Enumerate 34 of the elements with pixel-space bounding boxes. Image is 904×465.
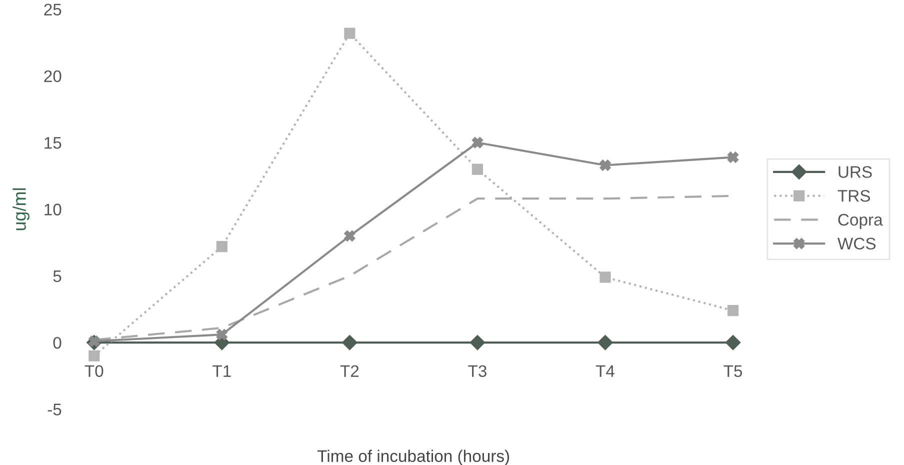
x-tick-label: T2 xyxy=(340,365,359,377)
legend-label: WCS xyxy=(837,238,876,250)
point xyxy=(598,334,613,350)
y-tick-label: -5 xyxy=(48,404,62,416)
legend-label: TRS xyxy=(838,190,870,202)
point xyxy=(600,160,611,171)
y-tick-label: 20 xyxy=(44,70,62,82)
point xyxy=(727,152,739,163)
point xyxy=(344,28,356,39)
point xyxy=(725,334,741,350)
legend-label: URS xyxy=(838,166,872,178)
y-tick-label: 10 xyxy=(44,204,62,216)
x-tick-label: T3 xyxy=(468,365,486,378)
legend-label: Copra xyxy=(838,214,883,229)
point xyxy=(470,334,486,350)
x-tick-label: T1 xyxy=(212,365,231,377)
x-axis-title: Time of incubation (hours) xyxy=(317,450,510,465)
point xyxy=(216,241,228,252)
point xyxy=(727,305,739,316)
y-axis-title: ug/ml xyxy=(12,188,30,230)
y-tick-label: 5 xyxy=(53,270,62,282)
y-tick-label: 15 xyxy=(44,137,62,149)
point xyxy=(600,272,611,283)
point xyxy=(342,334,358,350)
x-tick-label: T0 xyxy=(84,365,104,378)
point xyxy=(88,350,100,362)
y-tick-label: 25 xyxy=(44,4,62,16)
point xyxy=(472,164,484,175)
x-tick-label: T5 xyxy=(724,365,742,378)
y-tick-label: 0 xyxy=(53,336,62,349)
point xyxy=(472,137,484,148)
x-tick-label: T4 xyxy=(596,365,614,377)
point xyxy=(216,328,228,340)
point xyxy=(344,230,356,242)
